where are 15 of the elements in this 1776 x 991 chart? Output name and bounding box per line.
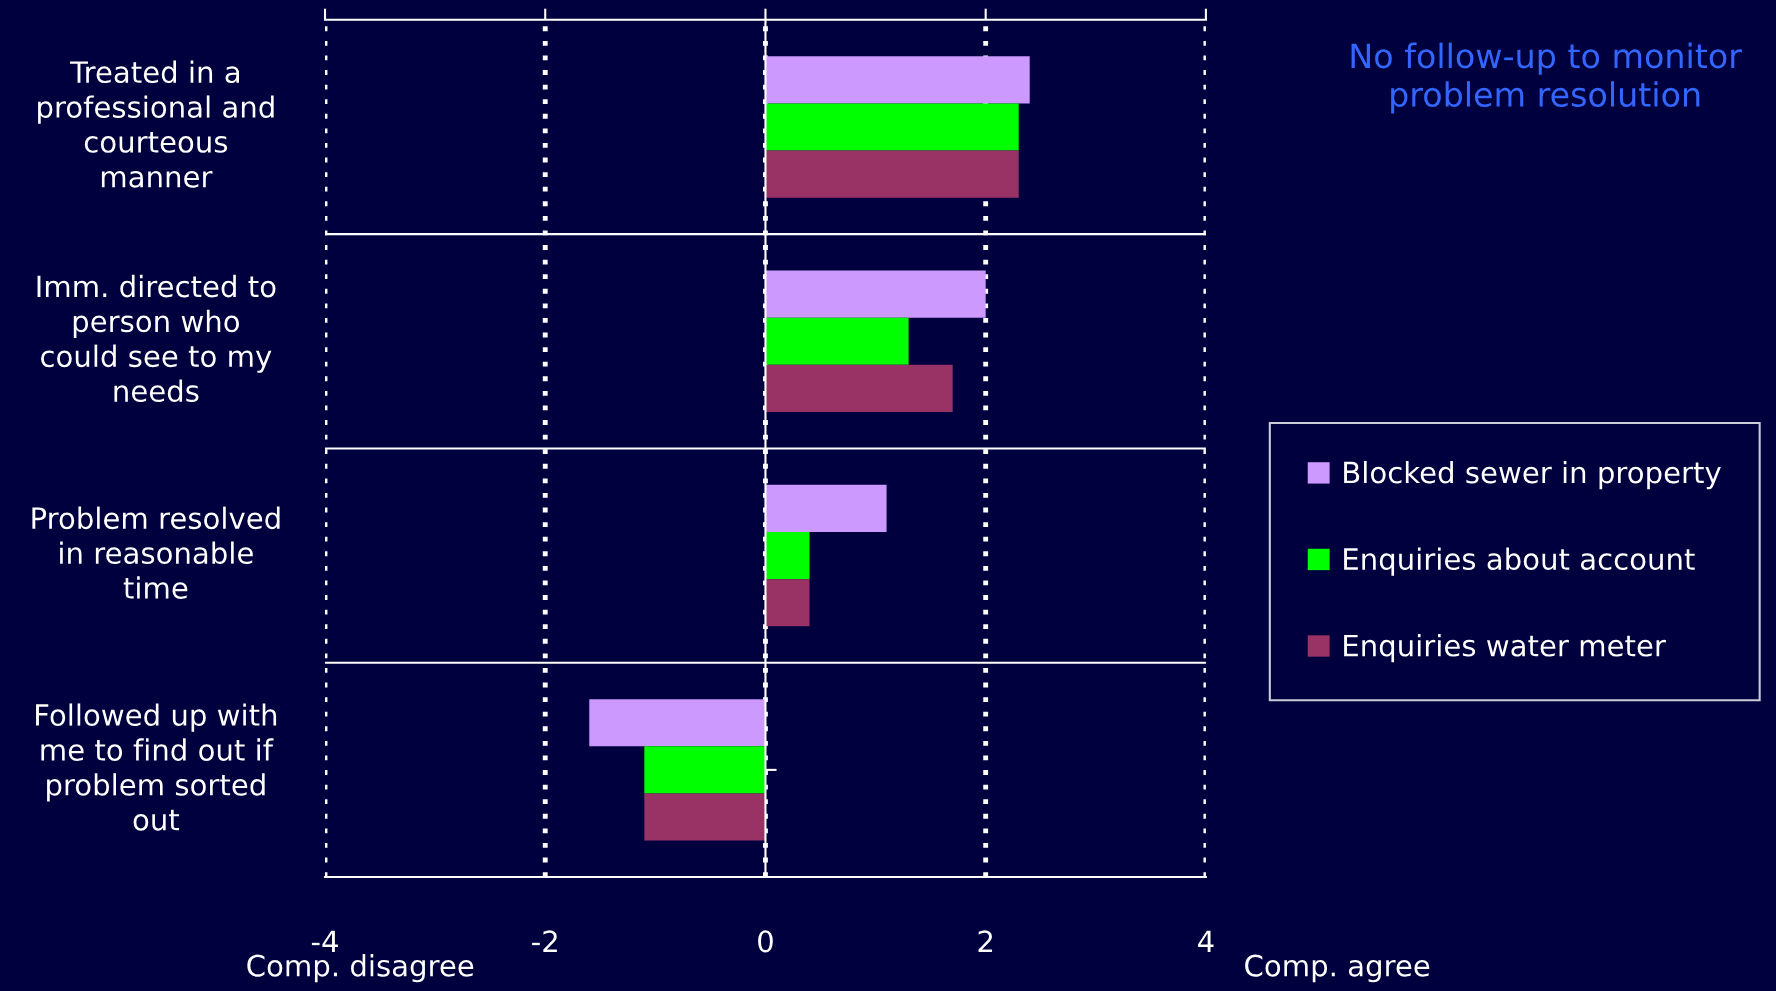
x-tick-label: 4	[1198, 930, 1214, 952]
legend-label: Blocked sewer in property	[1344, 460, 1721, 490]
y-tick-label: Followed up with me to find out if problem sorted out	[36, 703, 277, 831]
x-tick-label: 2	[978, 930, 993, 952]
text: No follow-up to monitor problem resolution	[1351, 42, 1742, 114]
text: Comp. disagree	[247, 954, 474, 983]
legend-label: Enquiries water meter	[1344, 634, 1666, 663]
legend-label: Enquiries about account	[1344, 547, 1695, 576]
text: Comp. agree	[1245, 954, 1430, 983]
y-tick-label: Imm. directed to person who could see to my needs	[37, 274, 276, 403]
y-tick-label: Problem resolved in reasonable time	[32, 506, 280, 599]
x-tick-label: -4	[311, 930, 338, 952]
y-tick-label: Treated in a professional and courteous manner	[38, 60, 274, 188]
x-tick-label: -2	[532, 930, 557, 952]
x-tick-label: 0	[758, 930, 773, 953]
